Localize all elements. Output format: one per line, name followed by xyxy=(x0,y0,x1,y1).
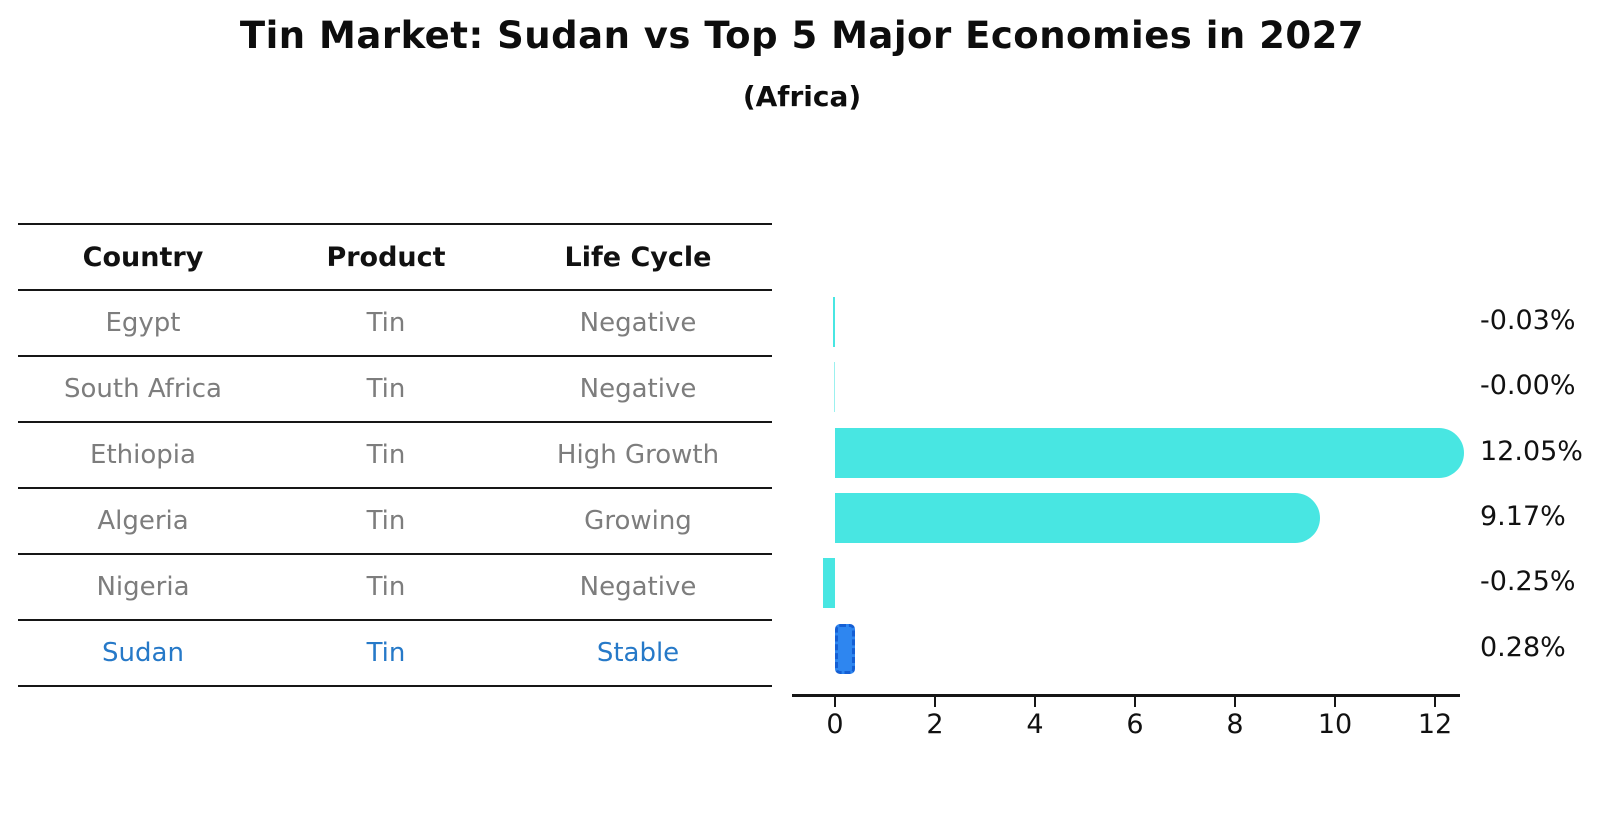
cell-country: Nigeria xyxy=(96,572,190,602)
col-header-product: Product xyxy=(326,241,446,273)
value-label: 12.05% xyxy=(1480,436,1583,467)
x-axis-tick xyxy=(1034,697,1036,707)
col-header-country: Country xyxy=(82,241,204,273)
bar xyxy=(835,493,1320,543)
bar-sudan-highlight xyxy=(835,624,855,674)
x-axis-tick xyxy=(1134,697,1136,707)
table-header-row: Country Product Life Cycle xyxy=(18,224,772,290)
x-axis-tick-label: 10 xyxy=(1317,709,1353,740)
x-axis-tick-label: 12 xyxy=(1417,709,1453,740)
cell-lifecycle: Growing xyxy=(584,506,692,536)
value-label: -0.25% xyxy=(1480,566,1576,597)
cell-lifecycle: Negative xyxy=(579,308,697,338)
table-row: Egypt Tin Negative xyxy=(18,290,772,356)
page-subtitle: (Africa) xyxy=(742,80,862,113)
table-row: South Africa Tin Negative xyxy=(18,356,772,422)
cell-country: South Africa xyxy=(64,374,222,404)
cell-product: Tin xyxy=(366,308,406,338)
x-axis-tick xyxy=(1434,697,1436,707)
table-body: Egypt Tin Negative South Africa Tin Negative E… xyxy=(18,290,772,686)
x-axis-tick xyxy=(934,697,936,707)
value-label: 0.28% xyxy=(1480,632,1566,663)
x-axis-tick xyxy=(1334,697,1336,707)
bar xyxy=(822,558,835,608)
x-axis-tick-label: 4 xyxy=(1026,709,1044,740)
cell-lifecycle: Negative xyxy=(579,374,697,404)
cell-lifecycle: Negative xyxy=(579,572,697,602)
x-axis-tick-label: 8 xyxy=(1226,709,1244,740)
page-title: Tin Market: Sudan vs Top 5 Major Economi… xyxy=(239,14,1365,57)
table-row: Ethiopia Tin High Growth xyxy=(18,422,772,488)
col-header-lifecycle: Life Cycle xyxy=(564,241,712,273)
table-row: Sudan Tin Stable xyxy=(18,620,772,686)
cell-product: Tin xyxy=(366,440,406,470)
cell-lifecycle: Stable xyxy=(596,638,680,668)
cell-country: Ethiopia xyxy=(90,440,196,470)
bar xyxy=(833,297,835,347)
x-axis-tick-label: 6 xyxy=(1126,709,1144,740)
table-row: Algeria Tin Growing xyxy=(18,488,772,554)
x-axis-tick xyxy=(834,697,836,707)
cell-country: Sudan xyxy=(102,638,184,668)
cell-lifecycle: High Growth xyxy=(556,440,720,470)
value-label: 9.17% xyxy=(1480,501,1566,532)
x-axis-line xyxy=(792,694,1460,697)
table-row: Nigeria Tin Negative xyxy=(18,554,772,620)
value-label: -0.00% xyxy=(1480,370,1576,401)
cell-country: Algeria xyxy=(97,506,189,536)
cell-product: Tin xyxy=(366,374,406,404)
x-axis-tick-label: 2 xyxy=(926,709,944,740)
bar xyxy=(834,362,835,412)
cell-product: Tin xyxy=(366,506,406,536)
bar xyxy=(835,428,1464,478)
value-label: -0.03% xyxy=(1480,305,1576,336)
x-axis-tick xyxy=(1234,697,1236,707)
comparison-table: Country Product Life Cycle Egypt Tin Negat… xyxy=(18,223,772,687)
cell-product: Tin xyxy=(366,572,406,602)
cell-country: Egypt xyxy=(105,308,181,338)
x-axis-tick-label: 0 xyxy=(826,709,844,740)
cell-product: Tin xyxy=(366,638,406,668)
